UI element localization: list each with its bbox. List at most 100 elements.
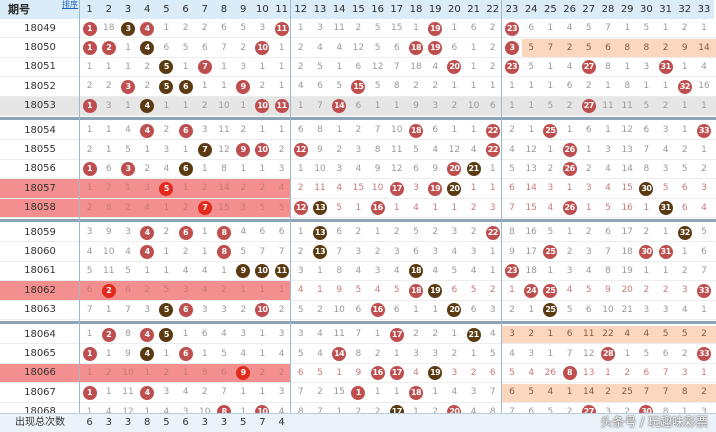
drawn-number-ball: 18 <box>408 283 423 298</box>
row-divider <box>0 382 716 384</box>
number-cell: 1 <box>336 125 343 136</box>
number-cell: 28 <box>598 344 617 363</box>
number-cell: 1 <box>105 387 112 398</box>
sort-link[interactable]: 排序 <box>62 0 78 9</box>
number-cell: 7 <box>643 144 650 155</box>
occurrence-count <box>522 413 541 432</box>
number-cell: 9 <box>605 285 611 296</box>
number-cell: 1 <box>393 202 400 213</box>
number-cell: 3 <box>297 265 304 276</box>
number-cell: 2 <box>624 406 631 417</box>
number-cell: 7 <box>336 246 343 257</box>
number-cell: 6 <box>701 246 707 257</box>
number-cell: 5 <box>297 304 304 315</box>
number-cell: 4 <box>701 61 707 72</box>
number-cell: 4 <box>374 285 381 296</box>
number-column-header: 10 <box>252 0 272 19</box>
number-cell: 4 <box>278 406 285 417</box>
number-cell: 4 <box>528 367 535 378</box>
drawn-number-ball: 7 <box>197 60 212 75</box>
number-cell: 2 <box>566 406 573 417</box>
number-cell: 3 <box>566 265 573 276</box>
number-cell: 2 <box>432 406 439 417</box>
number-cell: 5 <box>662 329 669 340</box>
number-cell: 3 <box>432 100 439 111</box>
drawn-number-ball: 14 <box>332 99 347 114</box>
number-cell: 1 <box>509 285 515 296</box>
number-cell: 5 <box>528 61 535 72</box>
number-cell: 2 <box>701 387 707 398</box>
number-cell: 2 <box>528 329 535 340</box>
number-cell: 3 <box>118 77 137 96</box>
number-cell: 6 <box>317 81 323 92</box>
row-band-orange <box>521 39 716 57</box>
number-cell: 15 <box>349 77 368 96</box>
number-cell: 5 <box>297 348 304 359</box>
number-cell: 7 <box>605 23 611 34</box>
number-cell: 4 <box>451 246 458 257</box>
number-cell: 6 <box>489 367 496 378</box>
number-cell: 2 <box>278 144 285 155</box>
number-cell: 1 <box>86 367 93 378</box>
number-cell: 25 <box>541 121 560 140</box>
number-cell: 1 <box>163 265 170 276</box>
number-cell: 4 <box>138 242 157 261</box>
number-cell: 1 <box>451 202 458 213</box>
number-cell: 8 <box>105 202 112 213</box>
number-cell: 8 <box>624 81 631 92</box>
number-cell: 1 <box>451 125 458 136</box>
number-cell: 23 <box>502 58 521 77</box>
occurrence-count <box>560 413 579 432</box>
occurrence-count <box>387 413 406 432</box>
number-cell: 2 <box>413 81 419 92</box>
number-cell: 5 <box>643 23 650 34</box>
number-cell: 1 <box>125 61 131 72</box>
number-cell: 6 <box>605 227 611 238</box>
number-cell: 1 <box>80 97 99 116</box>
drawn-number-ball: 3 <box>504 41 519 56</box>
number-cell: 8 <box>214 223 233 242</box>
number-cell: 2 <box>163 367 170 378</box>
number-cell: 4 <box>662 144 669 155</box>
number-cell: 22 <box>483 140 502 159</box>
number-cell: 23 <box>502 19 521 38</box>
number-cell: 2 <box>86 202 93 213</box>
number-cell: 12 <box>371 61 384 72</box>
row-highlight-hot <box>0 363 292 384</box>
row-divider <box>0 158 716 160</box>
drawn-number-ball: 25 <box>543 245 558 260</box>
drawn-number-ball: 22 <box>485 225 500 240</box>
number-cell: 9 <box>432 163 439 174</box>
number-cell: 1 <box>681 61 688 72</box>
drawn-number-ball: 21 <box>466 162 481 177</box>
number-cell: 1 <box>585 202 592 213</box>
number-cell: 11 <box>272 97 291 116</box>
number-cell: 3 <box>144 183 151 194</box>
number-cell: 3 <box>240 329 247 340</box>
number-cell: 3 <box>413 348 419 359</box>
number-cell: 2 <box>240 125 247 136</box>
number-cell: 3 <box>259 23 266 34</box>
number-cell: 5 <box>681 163 688 174</box>
number-cell: 6 <box>355 61 362 72</box>
number-cell: 1 <box>144 144 151 155</box>
drawn-number-ball: 11 <box>274 264 289 279</box>
issue-column-header: 期号 排序 <box>0 0 80 19</box>
number-cell: 3 <box>432 246 439 257</box>
number-cell: 3 <box>605 406 611 417</box>
number-cell: 12 <box>352 42 365 53</box>
number-cell: 10 <box>371 183 384 194</box>
number-cell: 2 <box>681 265 688 276</box>
drawn-number-ball: 4 <box>140 123 155 138</box>
drawn-number-ball: 26 <box>562 162 577 177</box>
number-cell: 2 <box>278 367 285 378</box>
number-cell: 1 <box>86 125 93 136</box>
number-cell: 27 <box>579 58 598 77</box>
number-cell: 9 <box>374 163 381 174</box>
number-cell: 33 <box>694 281 713 300</box>
drawn-number-ball: 1 <box>82 347 97 362</box>
row-divider <box>0 362 716 364</box>
number-cell: 2 <box>662 285 669 296</box>
number-cell: 2 <box>643 285 650 296</box>
row-highlight-gray <box>0 96 716 116</box>
